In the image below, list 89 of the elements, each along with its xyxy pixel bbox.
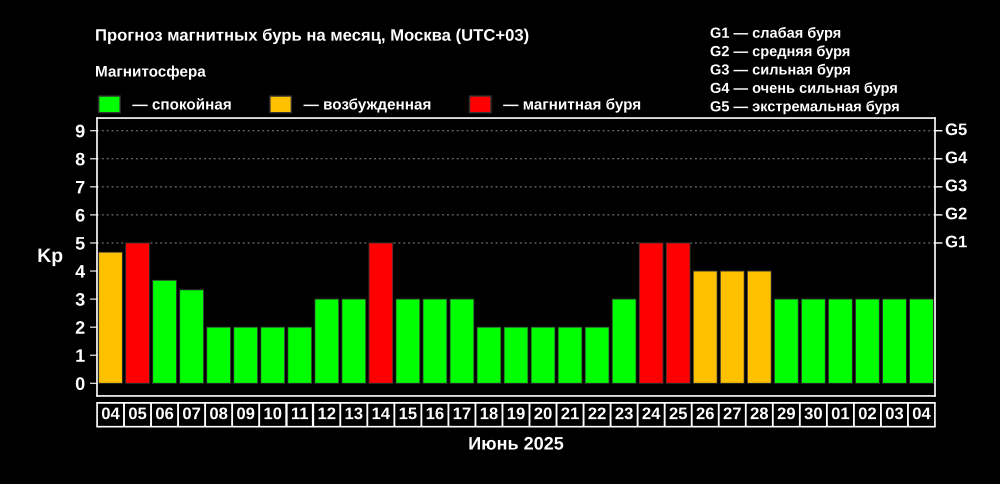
y-tick-label: 9 bbox=[76, 124, 85, 138]
bar bbox=[476, 326, 502, 384]
bar bbox=[450, 298, 474, 384]
legend-label: — магнитная буря bbox=[503, 98, 640, 113]
bar bbox=[746, 270, 772, 384]
bar bbox=[638, 242, 664, 384]
chart-title: Прогноз магнитных бурь на месяц, Москва (UTC+03) bbox=[96, 28, 528, 44]
y-tick-label: 0 bbox=[76, 377, 84, 390]
x-tick-label: 13 bbox=[346, 407, 362, 420]
text: G5 — экстремальная буря bbox=[710, 100, 899, 114]
x-tick-label: 23 bbox=[615, 407, 633, 420]
bar bbox=[530, 326, 556, 384]
x-tick-label: 17 bbox=[454, 408, 470, 420]
y-tick-label: 3 bbox=[76, 293, 85, 306]
text: G2 — средняя буря bbox=[710, 45, 850, 60]
x-tick-label: 22 bbox=[588, 407, 606, 420]
bar bbox=[666, 242, 691, 384]
bar bbox=[341, 298, 366, 384]
x-tick-label: 06 bbox=[156, 407, 174, 420]
bar bbox=[504, 326, 528, 384]
bar bbox=[287, 326, 312, 384]
bar bbox=[233, 326, 258, 384]
legend-label: — спокойная bbox=[132, 98, 231, 110]
x-tick-label: 02 bbox=[858, 407, 876, 420]
y-axis-title: Kp bbox=[38, 248, 62, 266]
x-tick-label: 21 bbox=[561, 407, 579, 420]
bar bbox=[612, 298, 636, 384]
bar bbox=[882, 298, 907, 384]
x-tick-label: 07 bbox=[183, 407, 200, 420]
bar bbox=[260, 326, 286, 384]
ref-line-label: G1 bbox=[946, 236, 967, 248]
ref-line-label: G2 bbox=[946, 208, 967, 220]
x-tick-label: 04 bbox=[912, 407, 931, 420]
bar bbox=[125, 242, 150, 384]
bar bbox=[692, 270, 718, 384]
bar bbox=[584, 326, 610, 384]
bar bbox=[801, 298, 826, 384]
text: G1 — слабая буря bbox=[710, 27, 840, 41]
bar bbox=[179, 289, 204, 384]
bar bbox=[98, 252, 123, 384]
text: G4 — очень сильная буря bbox=[710, 82, 897, 96]
bar bbox=[206, 326, 231, 384]
x-axis-title: Июнь 2025 bbox=[469, 436, 564, 450]
legend-title: Магнитосфера bbox=[96, 65, 206, 80]
ref-line-label: G4 bbox=[946, 151, 968, 164]
x-tick-label: 28 bbox=[750, 407, 768, 420]
x-tick-label: 04 bbox=[102, 407, 120, 420]
bar bbox=[774, 298, 799, 384]
text: G3 — сильная буря bbox=[710, 64, 850, 78]
ref-line-label: G5 bbox=[946, 123, 967, 136]
x-tick-label: 14 bbox=[372, 408, 390, 420]
bar bbox=[855, 298, 880, 384]
bar bbox=[558, 326, 582, 384]
bar bbox=[909, 298, 934, 384]
bar bbox=[152, 280, 177, 384]
y-tick-label: 7 bbox=[76, 180, 84, 194]
legend-label: — возбужденная bbox=[304, 98, 430, 113]
x-tick-label: 24 bbox=[642, 407, 660, 420]
x-tick-label: 18 bbox=[480, 407, 498, 420]
x-tick-label: 10 bbox=[264, 407, 282, 420]
x-tick-label: 20 bbox=[534, 407, 552, 420]
bar bbox=[314, 298, 340, 384]
bar bbox=[422, 298, 448, 384]
x-tick-label: 19 bbox=[508, 407, 525, 420]
x-tick-label: 15 bbox=[400, 408, 417, 420]
bar bbox=[828, 298, 853, 384]
x-tick-label: 25 bbox=[670, 407, 687, 420]
x-tick-label: 08 bbox=[210, 407, 228, 420]
x-tick-label: 05 bbox=[128, 407, 146, 420]
x-tick-label: 01 bbox=[832, 407, 850, 420]
x-tick-label: 16 bbox=[426, 407, 444, 420]
bar bbox=[396, 298, 420, 384]
x-tick-label: 12 bbox=[318, 407, 336, 420]
x-tick-label: 29 bbox=[778, 407, 795, 420]
ref-line-label: G3 bbox=[946, 180, 967, 192]
y-tick-label: 1 bbox=[76, 349, 85, 362]
y-tick-label: 5 bbox=[76, 237, 85, 250]
x-tick-label: 09 bbox=[237, 407, 254, 420]
x-tick-label: 27 bbox=[724, 407, 741, 420]
x-tick-label: 11 bbox=[292, 408, 308, 420]
y-tick-label: 2 bbox=[76, 321, 84, 334]
x-tick-label: 03 bbox=[886, 407, 904, 420]
y-tick-label: 8 bbox=[76, 152, 85, 166]
x-tick-label: 30 bbox=[804, 407, 822, 420]
y-tick-label: 6 bbox=[76, 208, 85, 222]
y-tick-label: 4 bbox=[75, 265, 86, 278]
bar bbox=[720, 270, 745, 384]
bar bbox=[368, 242, 394, 384]
x-tick-label: 26 bbox=[696, 407, 714, 420]
